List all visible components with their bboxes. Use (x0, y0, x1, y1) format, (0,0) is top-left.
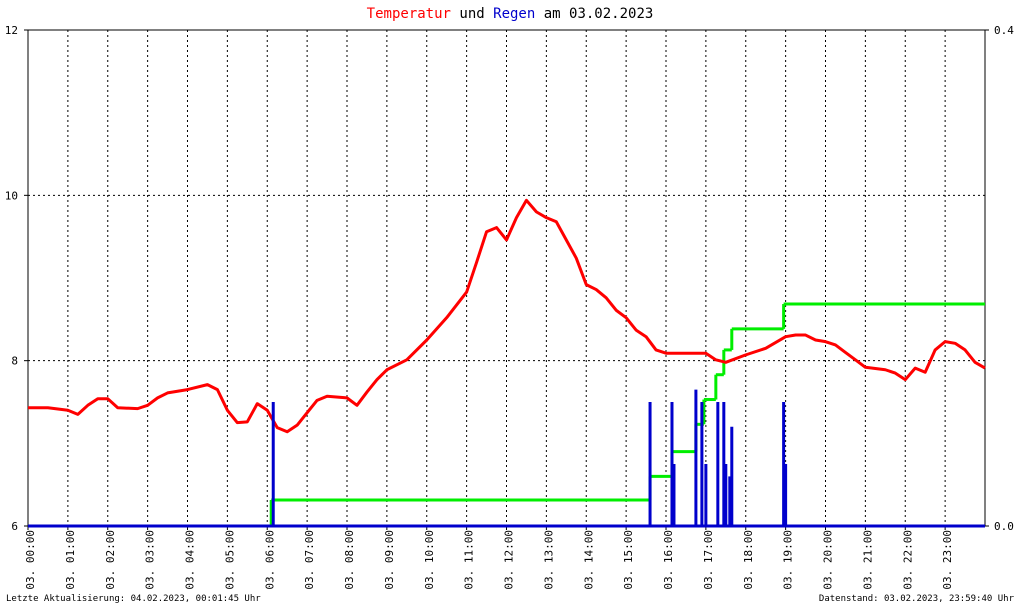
x-tick-label: 03. 19:00 (782, 530, 795, 590)
x-tick-label: 03. 13:00 (542, 530, 555, 590)
x-tick-label: 03. 03:00 (144, 530, 157, 590)
x-tick-label: 03. 23:00 (941, 530, 954, 590)
x-tick-label: 03. 22:00 (901, 530, 914, 590)
temperature-line (28, 198, 986, 434)
x-tick-label: 03. 20:00 (822, 530, 835, 590)
y-tick-label: 8 (11, 355, 18, 368)
x-tick-label: 03. 04:00 (184, 530, 197, 590)
x-tick-label: 03. 07:00 (303, 530, 316, 590)
x-tick-label: 03. 11:00 (463, 530, 476, 590)
y2-tick-label: 0.0 (994, 520, 1014, 533)
x-tick-label: 03. 06:00 (263, 530, 276, 590)
y-tick-label: 6 (11, 520, 18, 533)
x-tick-label: 03. 02:00 (104, 530, 117, 590)
x-tick-label: 03. 17:00 (702, 530, 715, 590)
title-part: und (459, 6, 484, 22)
x-tick-label: 03. 12:00 (503, 530, 516, 590)
y-tick-label: 10 (5, 189, 18, 202)
x-tick-label: 03. 21:00 (861, 530, 874, 590)
x-tick-label: 03. 09:00 (383, 530, 396, 590)
chart-title: Temperatur und Regen am 03.02.2023 (367, 6, 654, 22)
x-tick-label: 03. 14:00 (582, 530, 595, 590)
x-tick-label: 03. 18:00 (742, 530, 755, 590)
y-tick-label: 12 (5, 24, 18, 37)
x-tick-label: 03. 01:00 (64, 530, 77, 590)
title-part: Temperatur (367, 6, 451, 22)
x-tick-label: 03. 16:00 (662, 530, 675, 590)
x-tick-label: 03. 08:00 (343, 530, 356, 590)
x-tick-label: 03. 15:00 (622, 530, 635, 590)
title-part: Regen (493, 6, 535, 22)
x-tick-label: 03. 05:00 (223, 530, 236, 590)
y2-tick-label: 0.4 (994, 24, 1014, 37)
footer-right: Datenstand: 03.02.2023, 23:59:40 Uhr (819, 594, 1015, 604)
footer-left: Letzte Aktualisierung: 04.02.2023, 00:01… (6, 594, 261, 604)
x-tick-label: 03. 00:00 (24, 530, 37, 590)
title-part: am 03.02.2023 (544, 6, 654, 22)
x-tick-label: 03. 10:00 (423, 530, 436, 590)
